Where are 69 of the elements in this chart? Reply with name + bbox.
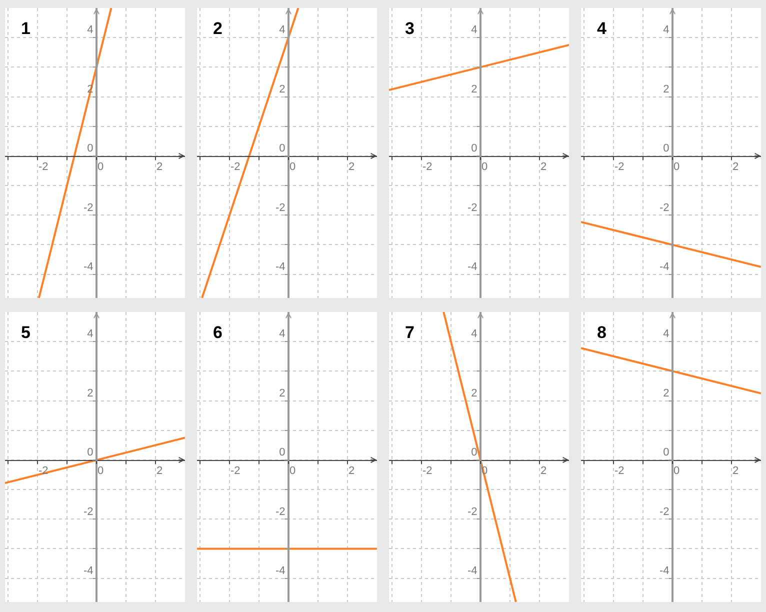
x-tick-label: 2	[540, 161, 547, 174]
x-tick-label: 2	[540, 465, 547, 478]
x-tick-label: 2	[156, 161, 163, 174]
x-tick-label: 0	[481, 161, 488, 174]
y-tick-label: 0	[87, 446, 94, 459]
y-tick-label: -2	[83, 202, 94, 214]
y-tick-label: 2	[663, 387, 670, 400]
x-tick-label: 0	[97, 161, 104, 174]
y-tick-label: 2	[471, 83, 478, 96]
x-tick-label: 2	[732, 161, 739, 174]
y-tick-label: 4	[279, 24, 286, 36]
y-tick-label: 4	[663, 328, 670, 340]
y-tick-label: 2	[87, 387, 94, 400]
text: 6	[213, 323, 222, 342]
x-tick-label: 0	[97, 465, 104, 478]
y-tick-label: 4	[87, 328, 94, 340]
y-tick-label: -4	[83, 260, 94, 273]
text: 4	[597, 19, 607, 38]
y-tick-label: 0	[663, 446, 670, 459]
y-tick-label: 0	[279, 446, 286, 459]
x-tick-label: -2	[614, 161, 624, 174]
x-tick-label: -2	[230, 465, 240, 478]
text: 2	[213, 19, 222, 38]
x-tick-label: 0	[289, 465, 296, 478]
x-tick-label: 2	[348, 161, 355, 174]
y-tick-label: 2	[663, 83, 670, 96]
y-tick-label: -2	[467, 202, 478, 214]
y-tick-label: 0	[279, 142, 286, 155]
y-tick-label: 0	[87, 142, 94, 155]
y-tick-label: -2	[467, 506, 478, 518]
y-tick-label: 2	[279, 387, 286, 400]
text: 8	[597, 323, 606, 342]
y-tick-label: 0	[471, 446, 478, 459]
x-tick-label: 0	[673, 161, 680, 174]
y-tick-label: 0	[663, 142, 670, 155]
text: 3	[405, 19, 414, 38]
y-tick-label: -4	[83, 564, 94, 577]
y-tick-label: 2	[471, 387, 478, 400]
y-tick-label: 4	[87, 24, 94, 36]
x-tick-label: 0	[289, 161, 296, 174]
y-tick-label: 4	[471, 328, 478, 340]
y-tick-label: 2	[279, 83, 286, 96]
y-tick-label: -2	[659, 202, 670, 214]
x-tick-label: 0	[673, 465, 680, 478]
y-tick-label: -2	[659, 506, 670, 518]
x-tick-label: 2	[156, 465, 163, 478]
y-tick-label: -4	[659, 260, 670, 273]
x-tick-label: -2	[422, 161, 432, 174]
text: 7	[405, 323, 414, 342]
y-tick-label: 4	[663, 24, 670, 36]
y-tick-label: -4	[467, 564, 478, 577]
y-tick-label: -4	[275, 564, 286, 577]
y-tick-label: -2	[83, 506, 94, 518]
x-tick-label: -2	[230, 161, 240, 174]
y-tick-label: -4	[275, 260, 286, 273]
y-tick-label: -2	[275, 506, 286, 518]
text: 1	[21, 19, 30, 38]
y-tick-label: -4	[467, 260, 478, 273]
x-tick-label: 2	[732, 465, 739, 478]
x-tick-label: -2	[422, 465, 432, 478]
y-tick-label: 4	[279, 328, 286, 340]
y-tick-label: 0	[471, 142, 478, 155]
y-tick-label: -4	[659, 564, 670, 577]
x-tick-label: 2	[348, 465, 355, 478]
y-tick-label: 4	[471, 24, 478, 36]
y-tick-label: -2	[275, 202, 286, 214]
x-tick-label: -2	[38, 161, 48, 174]
text: 5	[21, 323, 30, 342]
x-tick-label: -2	[614, 465, 624, 478]
